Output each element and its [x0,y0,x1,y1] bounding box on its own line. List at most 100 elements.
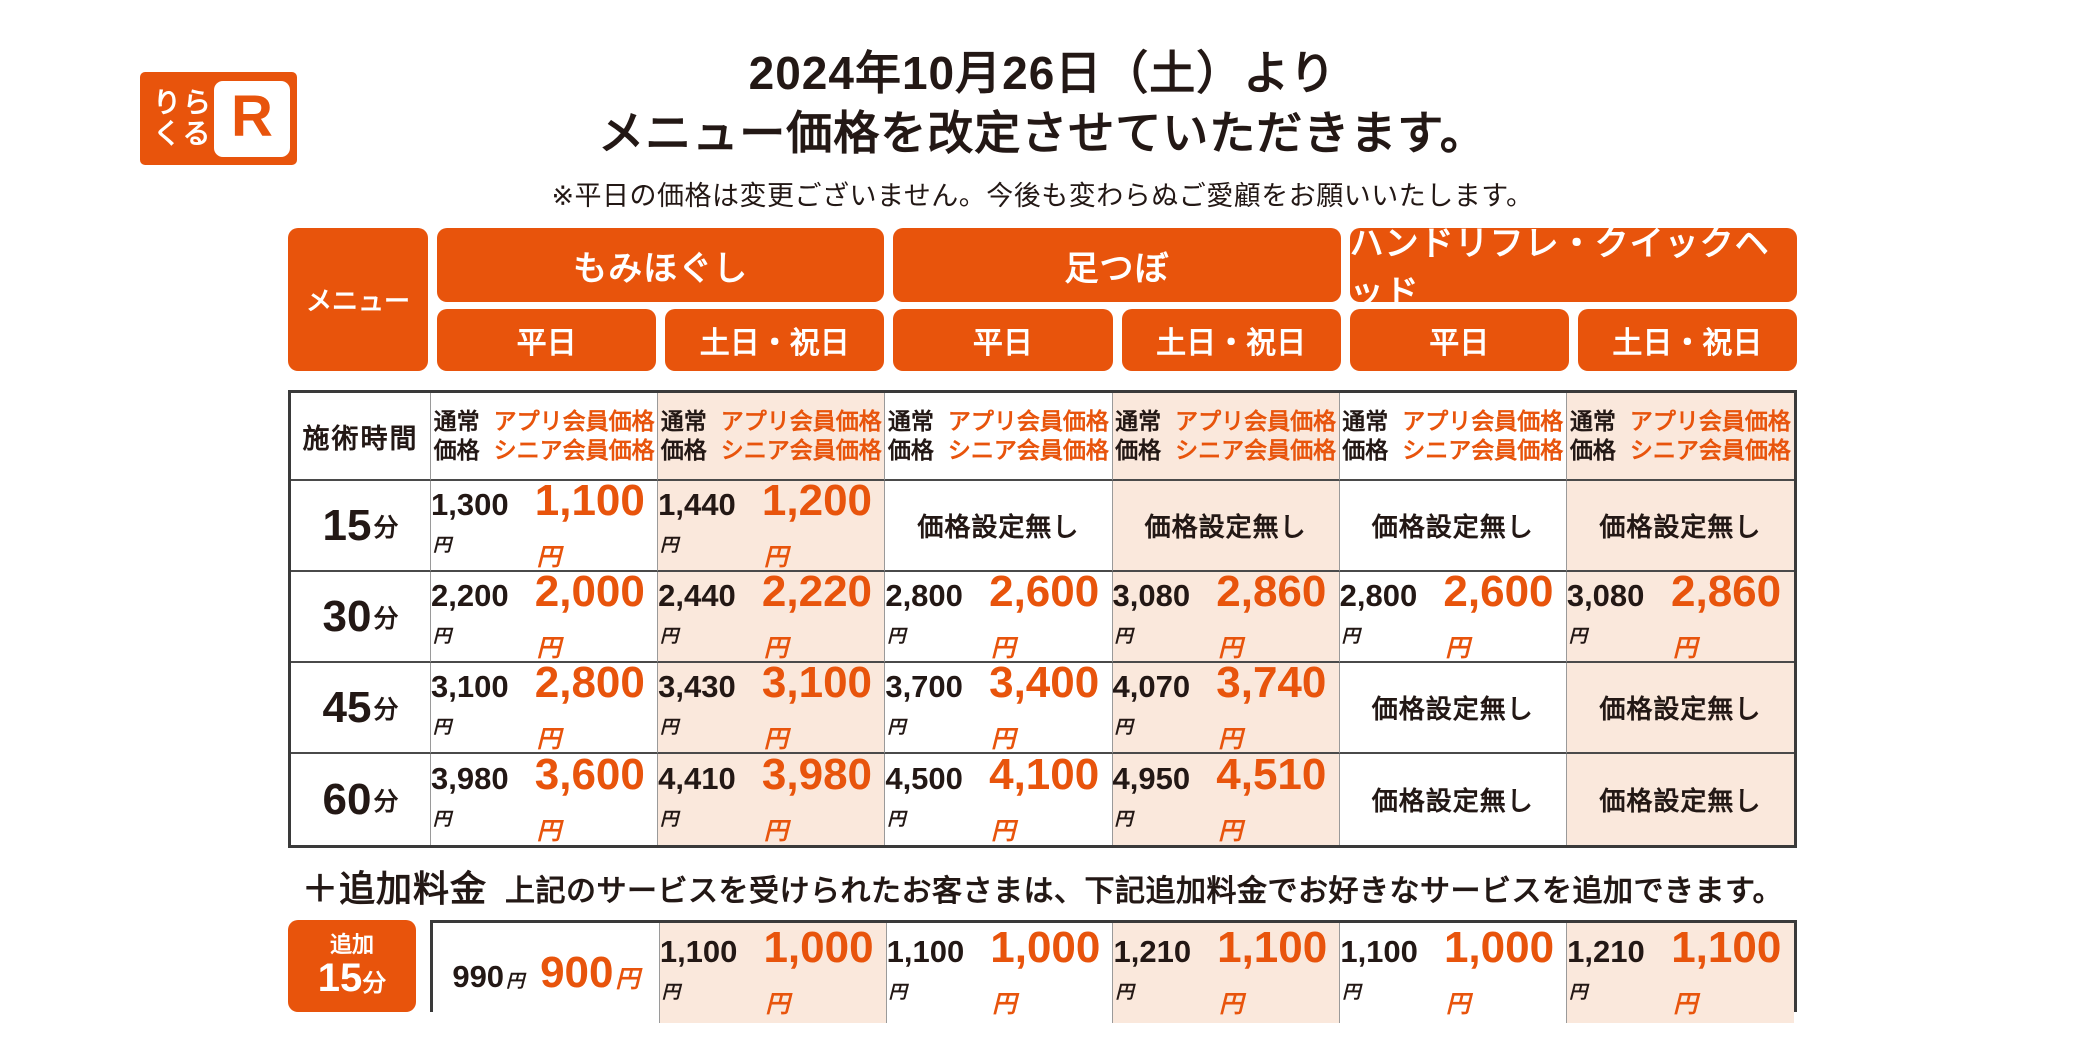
addon-price-cell: 1,100 円 1,000 円 [659,923,887,1023]
price-pair: 4,950 円 4,510 円 [1113,750,1339,850]
member-price-header-line: シニア会員価格 [947,437,1109,463]
no-price-label: 価格設定無し [1599,512,1762,542]
member-price-value: 3,600 [534,749,645,799]
yen-suffix: 円 [1114,716,1133,737]
normal-price-header: 通常 価格 [661,407,707,465]
normal-price-value: 1,300 [431,486,509,522]
member-price-value: 3,400 [989,657,1100,707]
normal-price-header-line: 価格 [433,437,480,463]
price-cell: 4,500 円 4,100 円 [885,750,1113,845]
normal-price: 3,980 円 [431,761,519,833]
normal-price-value: 4,500 [885,760,963,796]
price-column-subheader: 通常 価格 アプリ会員価格 シニア会員価格 [1339,393,1567,481]
no-price-label: 価格設定無し [1144,512,1307,542]
member-price: 2,000 円 [535,567,657,667]
member-price: 1,000 円 [763,923,885,1023]
addon-price-row: 990 円 900円 1,100円 1,000円 1,100円 1,000円 1,210円 1,… [430,920,1797,1023]
member-price-header-line: シニア会員価格 [720,437,882,463]
normal-price-header: 通常 価格 [1570,407,1616,465]
normal-price: 2,440 円 [658,578,746,650]
yen-suffix: 円 [991,817,1016,845]
yen-suffix: 円 [1219,991,1244,1018]
member-price: 2,800 円 [535,658,657,758]
member-price-header: アプリ会員価格 シニア会員価格 [1402,407,1563,465]
logo-text-line1: りら [153,87,214,119]
yen-suffix: 円 [1115,982,1134,1002]
price-cell: 4,410 円 3,980 円 [658,750,886,845]
price-cell: 価格設定無し [885,481,1113,572]
price-column-subheader: 通常 価格 アプリ会員価格 シニア会員価格 [1566,393,1794,481]
price-pair: 990 円 900円 [452,948,639,998]
price-cell: 1,300 円 1,100 円 [431,476,659,572]
group-momihogushi: もみほぐし [437,228,885,302]
price-pair: 4,070 円 3,740 円 [1113,658,1339,758]
price-cell: 2,440 円 2,220 円 [658,567,886,663]
member-price-value: 2,860 [1671,566,1782,616]
yen-suffix: 円 [1342,982,1361,1002]
member-price: 4,100 円 [989,750,1111,850]
subcol-ashitsubo-weekend: 土日・祝日 [1121,309,1341,371]
member-price: 900円 [540,948,639,998]
price-pair: 3,080 円 2,860 円 [1113,567,1339,667]
member-price-header: アプリ会員価格 シニア会員価格 [721,407,882,465]
member-price: 2,860 円 [1216,567,1338,667]
notice-title-line2: メニュー価格を改定させていただきます。 [598,106,1487,159]
price-pair: 1,100 円 1,000 円 [1340,923,1566,1023]
addon-note: ＋追加料金 上記のサービスを受けられたお客さまは、下記追加料金でお好きなサービス… [288,860,1797,912]
addon-price-cell: 1,100 円 1,000 円 [1340,923,1568,1023]
yen-suffix: 円 [506,971,525,991]
normal-price: 3,080 円 [1113,578,1201,650]
yen-suffix: 円 [660,534,679,555]
member-price-header-line: アプリ会員価格 [1402,408,1564,435]
price-pair: 3,700 円 3,400 円 [885,658,1111,758]
member-price-value: 1,100 [1671,923,1782,972]
yen-suffix: 円 [536,543,561,571]
price-pair: 2,200 円 2,000 円 [431,567,657,667]
time-value: 60 [322,774,372,824]
price-cell: 価格設定無し [1566,663,1794,754]
yen-suffix: 円 [763,725,788,753]
normal-price-header: 通常 価格 [434,407,480,465]
normal-price-value: 3,430 [658,668,736,704]
yen-suffix: 円 [887,716,906,737]
price-cell: 4,950 円 4,510 円 [1112,750,1340,845]
member-price-value: 1,000 [763,923,874,972]
member-price-header-line: シニア会員価格 [1402,437,1564,463]
normal-price-header: 通常 価格 [1342,407,1388,465]
price-pair: 1,210 円 1,100 円 [1113,923,1339,1023]
subcol-handrefle-weekday: 平日 [1349,309,1569,371]
addon-badge-label: 追加 [329,932,374,958]
member-price-header: アプリ会員価格 シニア会員価格 [1175,407,1336,465]
member-price-header-line: アプリ会員価格 [947,408,1109,435]
price-pair: 3,100 円 2,800 円 [431,658,657,758]
time-cell: 60 分 [291,754,431,845]
yen-suffix: 円 [1445,991,1470,1018]
member-price: 3,100 円 [762,658,884,758]
normal-price-value: 1,100 [1340,934,1418,969]
normal-price-header-line: 通常 [1342,408,1389,435]
price-cell: 4,070 円 3,740 円 [1112,658,1340,754]
member-price-value: 2,000 [534,566,645,616]
price-cell: 3,700 円 3,400 円 [885,658,1113,754]
normal-price: 4,070 円 [1113,669,1201,741]
notice-subnote: ※平日の価格は変更ございません。今後も変わらぬご愛顧をお願いいたします。 [551,180,1534,211]
member-price: 1,100 円 [535,476,657,576]
addon-price-cell: 1,210 円 1,100 円 [1567,923,1794,1023]
yen-suffix: 円 [1569,982,1588,1002]
normal-price-value: 2,800 [885,577,963,613]
time-value: 30 [322,591,372,641]
no-price-label: 価格設定無し [1371,786,1534,816]
yen-suffix: 円 [763,817,788,845]
member-price: 3,600 円 [535,750,657,850]
price-pair: 2,800 円 2,600 円 [885,567,1111,667]
normal-price-value: 1,100 [886,934,965,969]
subcol-ashitsubo-weekday: 平日 [893,309,1113,371]
addon-price-section: 追加 15分 990 円 900円 1,100円 1,000円 1,100円 1,000円 1… [288,920,1797,1023]
normal-price: 4,500 円 [885,761,973,833]
no-price-label: 価格設定無し [1371,694,1534,724]
normal-price-value: 4,070 [1112,668,1191,704]
rirakuru-logo: りら くる R [140,72,297,165]
price-cell: 3,080 円 2,860 円 [1566,567,1794,663]
addon-price-cell: 990 円 900円 [433,923,660,1023]
yen-suffix: 円 [992,991,1017,1018]
